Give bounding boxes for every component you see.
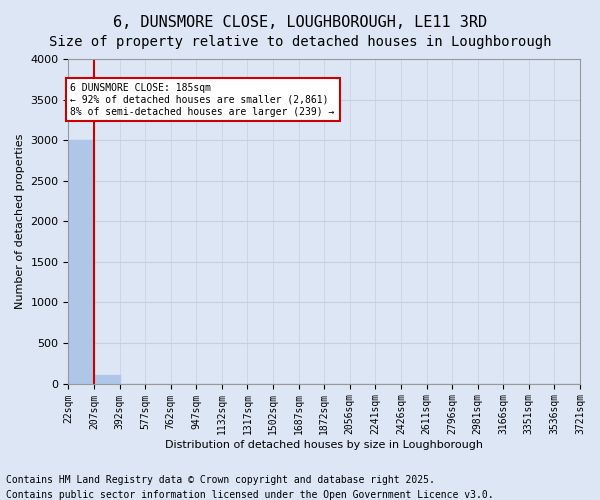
Bar — [94, 376, 119, 384]
Text: Size of property relative to detached houses in Loughborough: Size of property relative to detached ho… — [49, 35, 551, 49]
Y-axis label: Number of detached properties: Number of detached properties — [15, 134, 25, 309]
Text: 6 DUNSMORE CLOSE: 185sqm
← 92% of detached houses are smaller (2,861)
8% of semi: 6 DUNSMORE CLOSE: 185sqm ← 92% of detach… — [70, 84, 335, 116]
Text: Contains public sector information licensed under the Open Government Licence v3: Contains public sector information licen… — [6, 490, 494, 500]
Bar — [68, 140, 94, 384]
X-axis label: Distribution of detached houses by size in Loughborough: Distribution of detached houses by size … — [165, 440, 483, 450]
Text: 6, DUNSMORE CLOSE, LOUGHBOROUGH, LE11 3RD: 6, DUNSMORE CLOSE, LOUGHBOROUGH, LE11 3R… — [113, 15, 487, 30]
Text: Contains HM Land Registry data © Crown copyright and database right 2025.: Contains HM Land Registry data © Crown c… — [6, 475, 435, 485]
